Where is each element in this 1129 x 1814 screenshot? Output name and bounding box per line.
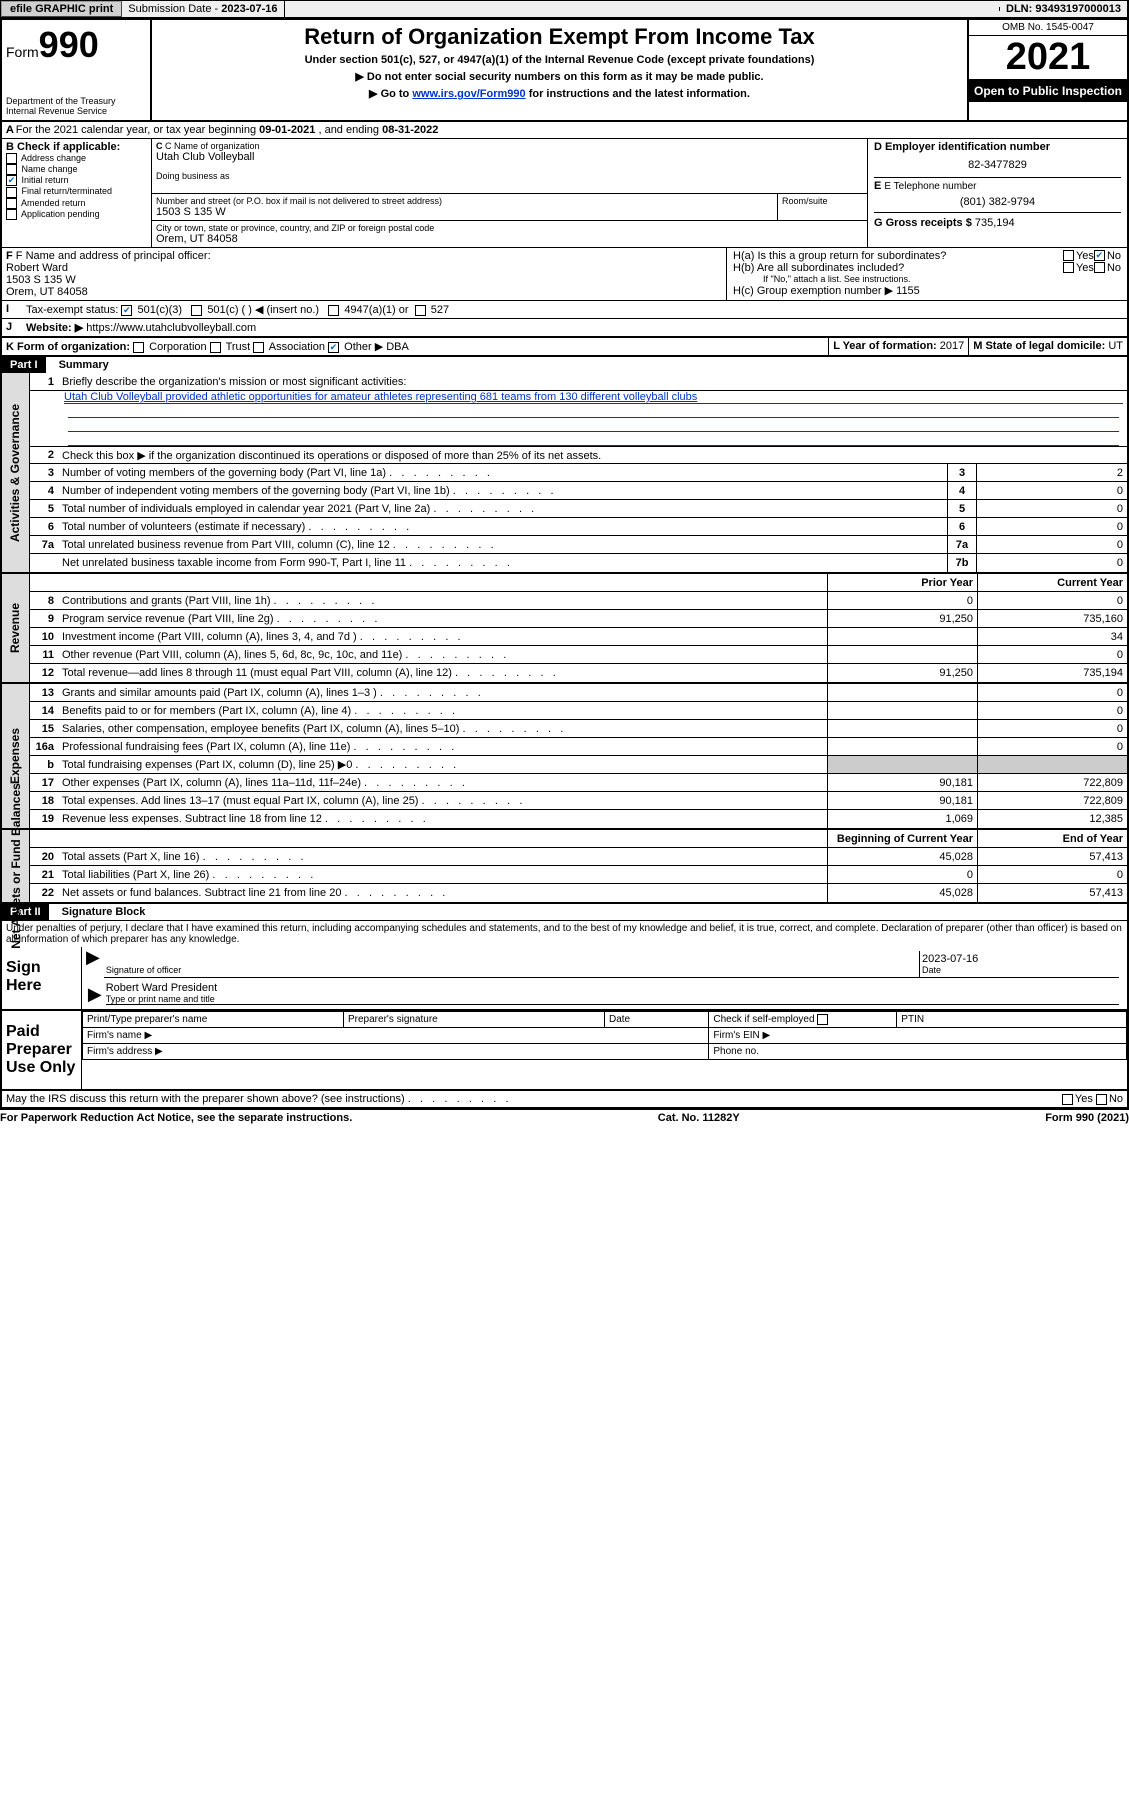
perjury-statement: Under penalties of perjury, I declare th… xyxy=(0,921,1129,947)
section-c: C C Name of organization Utah Club Volle… xyxy=(152,139,867,247)
gross-receipts: 735,194 xyxy=(975,217,1015,229)
part1-header: Part I xyxy=(2,357,46,373)
discuss-yes[interactable] xyxy=(1062,1094,1073,1105)
officer-name: Robert Ward xyxy=(6,262,722,274)
tax-year: 2021 xyxy=(969,36,1127,80)
hb-yes[interactable] xyxy=(1063,262,1074,273)
form-footer: Form 990 (2021) xyxy=(1045,1112,1129,1124)
tab-netassets: Net Assets or Fund Balances xyxy=(2,830,30,902)
group-exemption: 1155 xyxy=(896,285,920,297)
b-opt-5[interactable] xyxy=(6,209,17,220)
form-number: Form990 xyxy=(6,24,146,66)
open-inspection: Open to Public Inspection xyxy=(969,80,1127,102)
cat-number: Cat. No. 11282Y xyxy=(658,1112,740,1124)
ha-no[interactable] xyxy=(1094,250,1105,261)
tab-revenue: Revenue xyxy=(2,574,30,682)
discuss-no[interactable] xyxy=(1096,1094,1107,1105)
dln: DLN: 93493197000013 xyxy=(1000,1,1128,17)
tax-period-row: AA For the 2021 calendar year, or tax ye… xyxy=(0,122,1129,139)
sign-here-label: Sign Here xyxy=(2,947,82,1009)
omb-number: OMB No. 1545-0047 xyxy=(969,20,1127,36)
subtitle-1: Under section 501(c), 527, or 4947(a)(1)… xyxy=(156,54,963,66)
pra-notice: For Paperwork Reduction Act Notice, see … xyxy=(0,1112,352,1124)
ein: 82-3477829 xyxy=(874,153,1121,177)
org-name: Utah Club Volleyball xyxy=(156,151,863,163)
phone: (801) 382-9794 xyxy=(874,192,1121,212)
i-501c3[interactable] xyxy=(121,305,132,316)
hb-no[interactable] xyxy=(1094,262,1105,273)
b-opt-0[interactable] xyxy=(6,153,17,164)
b-opt-1[interactable] xyxy=(6,164,17,175)
b-opt-4[interactable] xyxy=(6,198,17,209)
submission-date: Submission Date - 2023-07-16 xyxy=(122,1,284,17)
officer-signed-name: Robert Ward President xyxy=(106,982,1119,994)
efile-print-button[interactable]: efile GRAPHIC print xyxy=(1,1,122,17)
section-d-e-g: D Employer identification number 82-3477… xyxy=(867,139,1127,247)
irs-link[interactable]: www.irs.gov/Form990 xyxy=(412,88,525,100)
org-city: Orem, UT 84058 xyxy=(156,233,863,245)
form-header: Form990 Department of the Treasury Inter… xyxy=(0,18,1129,122)
website: https://www.utahclubvolleyball.com xyxy=(86,322,256,334)
tab-governance: Activities & Governance xyxy=(2,373,30,572)
paid-preparer-label: Paid Preparer Use Only xyxy=(2,1011,82,1089)
org-address: 1503 S 135 W xyxy=(156,206,773,218)
subtitle-3: Go to www.irs.gov/Form990 for instructio… xyxy=(156,87,963,100)
dept-treasury: Department of the Treasury xyxy=(6,96,146,106)
b-opt-2[interactable] xyxy=(6,175,17,186)
ha-yes[interactable] xyxy=(1063,250,1074,261)
form-title: Return of Organization Exempt From Incom… xyxy=(156,24,963,50)
section-b: B Check if applicable: Address change Na… xyxy=(2,139,152,247)
b-opt-3[interactable] xyxy=(6,187,17,198)
mission-text: Utah Club Volleyball provided athletic o… xyxy=(64,391,1123,404)
top-toolbar: efile GRAPHIC print Submission Date - 20… xyxy=(0,0,1129,18)
subtitle-2: Do not enter social security numbers on … xyxy=(156,70,963,83)
irs-label: Internal Revenue Service xyxy=(6,106,146,116)
